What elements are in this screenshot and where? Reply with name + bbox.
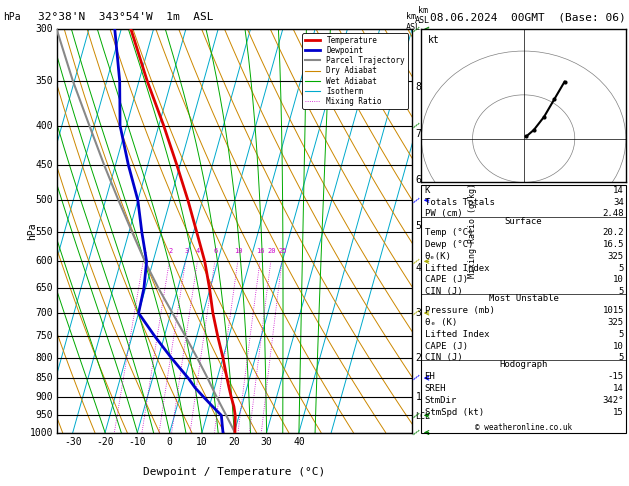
Text: 14: 14 [613, 186, 624, 195]
Text: 10: 10 [613, 342, 624, 350]
Text: 20: 20 [267, 248, 276, 254]
Text: 7: 7 [416, 129, 421, 139]
Text: 325: 325 [608, 318, 624, 327]
Text: hPa: hPa [3, 12, 21, 22]
Text: 1015: 1015 [603, 306, 624, 315]
Text: 400: 400 [35, 121, 53, 131]
Text: 32°38'N  343°54'W  1m  ASL: 32°38'N 343°54'W 1m ASL [38, 12, 214, 22]
Text: /: / [411, 427, 420, 438]
Text: 1: 1 [416, 392, 421, 402]
Text: /: / [411, 256, 420, 266]
Text: /: / [411, 410, 420, 420]
Text: 4: 4 [196, 248, 201, 254]
Text: 3: 3 [184, 248, 189, 254]
Text: Temp (°C): Temp (°C) [425, 228, 473, 237]
Text: CIN (J): CIN (J) [425, 287, 462, 296]
Text: 4: 4 [416, 263, 421, 273]
Text: LCL: LCL [416, 412, 430, 420]
Text: -15: -15 [608, 372, 624, 381]
Text: CAPE (J): CAPE (J) [425, 276, 467, 284]
Text: 650: 650 [35, 283, 53, 293]
Text: 550: 550 [35, 227, 53, 237]
Text: 10: 10 [235, 248, 243, 254]
Text: 2: 2 [168, 248, 172, 254]
Text: km
ASL: km ASL [406, 12, 421, 32]
Text: 0: 0 [167, 436, 172, 447]
Text: 16.5: 16.5 [603, 240, 624, 249]
Text: 3: 3 [416, 308, 421, 318]
Text: 1000: 1000 [30, 428, 53, 437]
Text: K: K [425, 186, 430, 195]
Text: 450: 450 [35, 160, 53, 170]
Text: -30: -30 [64, 436, 82, 447]
Text: 2: 2 [416, 353, 421, 363]
Text: 30: 30 [261, 436, 272, 447]
Text: 500: 500 [35, 195, 53, 205]
Text: 350: 350 [35, 76, 53, 86]
Text: Dewpoint / Temperature (°C): Dewpoint / Temperature (°C) [143, 467, 325, 477]
Text: 10: 10 [196, 436, 208, 447]
Text: 6: 6 [213, 248, 218, 254]
Text: 5: 5 [618, 353, 624, 363]
Text: kt: kt [428, 35, 439, 45]
Text: 600: 600 [35, 257, 53, 266]
Text: 40: 40 [293, 436, 305, 447]
Text: 700: 700 [35, 308, 53, 318]
Text: 950: 950 [35, 410, 53, 420]
Text: Lifted Index: Lifted Index [425, 330, 489, 339]
Text: 5: 5 [618, 264, 624, 273]
Text: CIN (J): CIN (J) [425, 353, 462, 363]
Text: 20: 20 [228, 436, 240, 447]
Text: 08.06.2024  00GMT  (Base: 06): 08.06.2024 00GMT (Base: 06) [430, 12, 626, 22]
Text: 750: 750 [35, 331, 53, 341]
Text: 900: 900 [35, 392, 53, 402]
Text: 325: 325 [608, 252, 624, 261]
Text: km
ASL: km ASL [415, 6, 430, 25]
Text: Most Unstable: Most Unstable [489, 295, 559, 303]
Text: EH: EH [425, 372, 435, 381]
Legend: Temperature, Dewpoint, Parcel Trajectory, Dry Adiabat, Wet Adiabat, Isotherm, Mi: Temperature, Dewpoint, Parcel Trajectory… [302, 33, 408, 109]
Text: CAPE (J): CAPE (J) [425, 342, 467, 350]
Text: 15: 15 [613, 408, 624, 417]
Text: 16: 16 [257, 248, 265, 254]
Text: hPa: hPa [27, 222, 36, 240]
Text: 20.2: 20.2 [603, 228, 624, 237]
Text: 5: 5 [416, 221, 421, 231]
Text: 10: 10 [613, 276, 624, 284]
Text: Totals Totals: Totals Totals [425, 198, 494, 207]
Text: /: / [411, 24, 420, 35]
Text: Pressure (mb): Pressure (mb) [425, 306, 494, 315]
Text: /: / [411, 195, 420, 206]
Text: /: / [411, 308, 420, 318]
Text: Surface: Surface [505, 216, 542, 226]
Text: /: / [411, 121, 420, 131]
Text: StmSpd (kt): StmSpd (kt) [425, 408, 484, 417]
Text: 850: 850 [35, 373, 53, 383]
Text: 6: 6 [416, 175, 421, 185]
Text: 5: 5 [618, 330, 624, 339]
Text: 14: 14 [613, 384, 624, 393]
Text: SREH: SREH [425, 384, 446, 393]
Text: 1: 1 [142, 248, 147, 254]
Text: -20: -20 [96, 436, 114, 447]
Text: Dewp (°C): Dewp (°C) [425, 240, 473, 249]
Text: StmDir: StmDir [425, 396, 457, 405]
Text: 342°: 342° [603, 396, 624, 405]
Text: 25: 25 [278, 248, 287, 254]
Text: 5: 5 [618, 287, 624, 296]
Text: Lifted Index: Lifted Index [425, 264, 489, 273]
Text: 8: 8 [416, 82, 421, 91]
Text: Mixing Ratio (g/kg): Mixing Ratio (g/kg) [468, 183, 477, 278]
Text: 800: 800 [35, 353, 53, 363]
Text: Hodograph: Hodograph [499, 361, 548, 369]
Text: /: / [411, 373, 420, 383]
Text: 34: 34 [613, 198, 624, 207]
Text: θₑ (K): θₑ (K) [425, 318, 457, 327]
Text: PW (cm): PW (cm) [425, 209, 462, 218]
Text: -10: -10 [128, 436, 146, 447]
Text: 2.48: 2.48 [603, 209, 624, 218]
Text: θₑ(K): θₑ(K) [425, 252, 452, 261]
Text: © weatheronline.co.uk: © weatheronline.co.uk [475, 422, 572, 432]
Text: 300: 300 [35, 24, 53, 34]
